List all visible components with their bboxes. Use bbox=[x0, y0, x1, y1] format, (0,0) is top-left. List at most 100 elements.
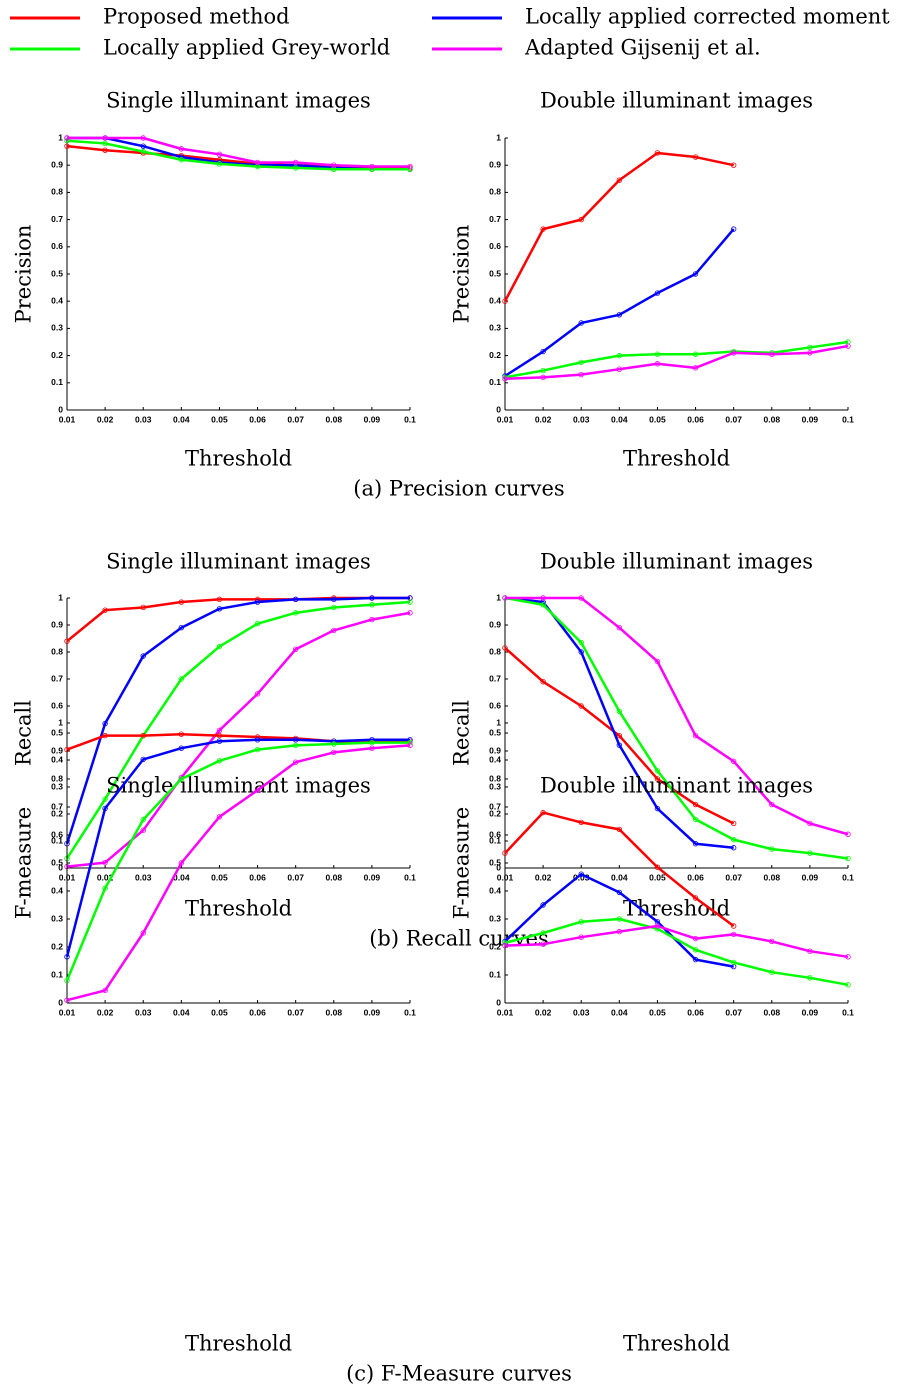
series-line bbox=[504, 344, 849, 380]
point-marker bbox=[140, 148, 146, 155]
point-marker bbox=[578, 649, 584, 655]
point-marker bbox=[64, 143, 70, 149]
x-tick-label: 0.1 bbox=[404, 414, 416, 424]
y-tick-label: 0 bbox=[496, 404, 501, 414]
x-tick-label: 0.1 bbox=[842, 1007, 854, 1017]
chart-title: Single illuminant images bbox=[106, 774, 371, 798]
y-tick-label: 0.5 bbox=[51, 857, 63, 867]
series-line bbox=[65, 596, 410, 845]
point-marker bbox=[64, 746, 70, 753]
x-tick-label: 0.04 bbox=[173, 1007, 190, 1017]
caption: (a) Precision curves bbox=[353, 477, 564, 501]
y-tick-label: 0.5 bbox=[51, 268, 63, 278]
series-line bbox=[65, 600, 411, 860]
point-marker bbox=[616, 928, 623, 935]
point-marker bbox=[540, 374, 546, 381]
y-tick-label: 0.3 bbox=[489, 913, 501, 923]
chart-title: Double illuminant images bbox=[540, 89, 813, 113]
point-marker bbox=[407, 742, 413, 749]
point-marker bbox=[692, 956, 699, 963]
y-tick-label: 0.3 bbox=[51, 913, 63, 923]
point-marker bbox=[140, 816, 146, 823]
point-marker bbox=[140, 653, 146, 659]
point-marker bbox=[730, 350, 737, 356]
y-tick-label: 0.4 bbox=[51, 295, 63, 305]
series-line bbox=[504, 596, 734, 849]
x-tick-label: 0.06 bbox=[687, 872, 704, 882]
x-tick-label: 0.1 bbox=[404, 1007, 416, 1017]
point-marker bbox=[540, 902, 546, 908]
y-tick-label: 0.8 bbox=[51, 646, 63, 656]
x-tick-label: 0.08 bbox=[326, 414, 343, 424]
y-tick-label: 0.2 bbox=[51, 941, 63, 951]
y-tick-label: 0.1 bbox=[489, 377, 501, 387]
y-tick-label: 0.7 bbox=[489, 214, 501, 224]
x-tick-label: 0.05 bbox=[649, 872, 666, 882]
x-tick-label: 0.02 bbox=[97, 1007, 114, 1017]
x-tick-label: 0.03 bbox=[573, 1007, 590, 1017]
x-tick-label: 0.08 bbox=[326, 872, 343, 882]
point-marker bbox=[692, 816, 699, 823]
point-marker bbox=[140, 143, 146, 149]
point-marker bbox=[292, 159, 299, 166]
x-tick-label: 0.09 bbox=[802, 1007, 819, 1017]
x-tick-label: 0.07 bbox=[287, 414, 304, 424]
point-marker bbox=[331, 749, 337, 756]
x-tick-label: 0.04 bbox=[173, 872, 190, 882]
x-tick-label: 0.03 bbox=[573, 872, 590, 882]
point-marker bbox=[140, 732, 146, 739]
point-marker bbox=[140, 135, 146, 141]
point-marker bbox=[331, 604, 337, 611]
x-tick-label: 0.05 bbox=[211, 1007, 228, 1017]
point-marker bbox=[616, 916, 623, 922]
y-tick-label: 0.4 bbox=[489, 295, 501, 305]
y-tick-label: 0.6 bbox=[489, 700, 501, 710]
point-marker bbox=[769, 801, 775, 808]
x-tick-label: 0.07 bbox=[287, 872, 304, 882]
x-tick-label: 0.03 bbox=[573, 414, 590, 424]
y-axis-label: Precision bbox=[450, 225, 474, 324]
point-marker bbox=[654, 864, 661, 870]
y-tick-label: 0.1 bbox=[51, 969, 63, 979]
x-axis-label: Threshold bbox=[185, 897, 292, 921]
y-tick-label: 0.9 bbox=[489, 619, 501, 629]
point-marker bbox=[616, 742, 623, 748]
y-tick-label: 0 bbox=[58, 862, 63, 872]
x-tick-label: 0.07 bbox=[725, 872, 742, 882]
point-marker bbox=[407, 163, 413, 170]
point-marker bbox=[216, 727, 223, 733]
point-marker bbox=[140, 604, 146, 611]
x-tick-label: 0.03 bbox=[135, 1007, 152, 1017]
point-marker bbox=[407, 599, 413, 605]
point-marker bbox=[692, 801, 699, 808]
point-marker bbox=[540, 941, 546, 947]
y-tick-label: 0.1 bbox=[51, 835, 63, 845]
point-marker bbox=[102, 135, 108, 141]
point-marker bbox=[502, 298, 508, 304]
point-marker bbox=[102, 140, 108, 147]
point-marker bbox=[692, 733, 699, 739]
x-tick-label: 0.09 bbox=[802, 872, 819, 882]
point-marker bbox=[540, 595, 546, 601]
x-tick-label: 0.06 bbox=[249, 414, 266, 424]
series-line bbox=[66, 611, 411, 868]
point-marker bbox=[578, 359, 584, 366]
point-marker bbox=[769, 846, 775, 852]
point-marker bbox=[292, 742, 299, 749]
point-marker bbox=[292, 596, 299, 603]
point-marker bbox=[502, 942, 508, 949]
point-marker bbox=[178, 599, 185, 605]
point-marker bbox=[178, 731, 185, 737]
x-tick-label: 0.02 bbox=[97, 414, 114, 424]
point-marker bbox=[254, 163, 261, 170]
y-tick-label: 0.2 bbox=[489, 941, 501, 951]
point-marker bbox=[369, 595, 375, 601]
point-marker bbox=[769, 938, 775, 945]
x-tick-label: 0.07 bbox=[725, 414, 742, 424]
x-tick-label: 0.04 bbox=[611, 872, 628, 882]
x-tick-label: 0.01 bbox=[497, 1007, 514, 1017]
point-marker bbox=[730, 959, 737, 966]
point-marker bbox=[502, 595, 508, 601]
point-marker bbox=[254, 691, 261, 697]
point-marker bbox=[407, 595, 413, 601]
